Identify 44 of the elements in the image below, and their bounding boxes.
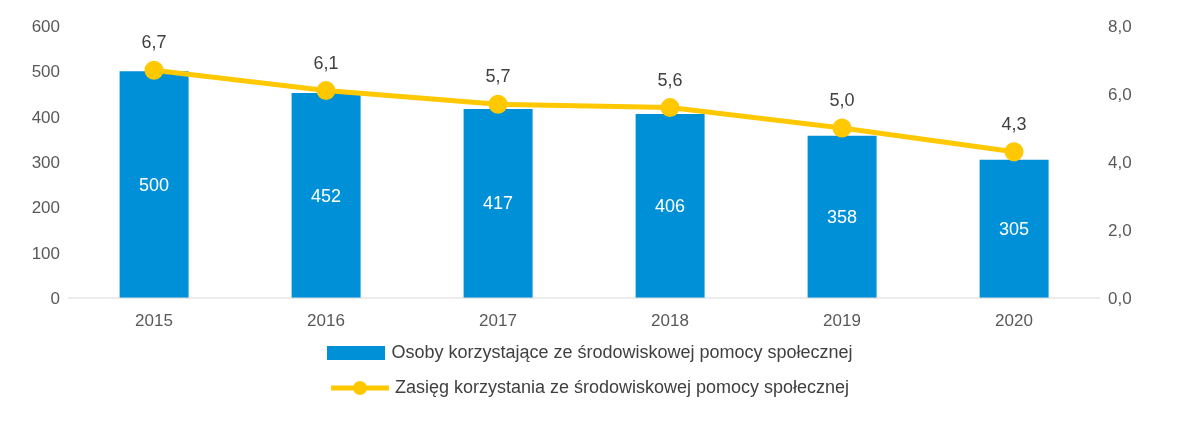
- y-tick-label: 100: [31, 243, 60, 263]
- point: [660, 98, 680, 118]
- legend-label: Osoby korzystające ze środowiskowej pomocy społecznej: [391, 342, 853, 363]
- legend-label: Zasięg korzystania ze środowiskowej pomocy społecznej: [394, 377, 850, 398]
- y-tick-label: 300: [31, 153, 60, 173]
- y-tick-label: 200: [31, 198, 60, 218]
- bar: [119, 71, 189, 298]
- data-label: 5,7: [485, 66, 511, 87]
- data-label: 5,6: [657, 69, 683, 90]
- bar: [635, 113, 705, 298]
- data-label: 500: [139, 174, 170, 195]
- data-label: 358: [827, 206, 858, 227]
- data-label: 452: [311, 185, 342, 206]
- point: [832, 118, 852, 138]
- data-label: 406: [655, 195, 686, 216]
- bar: [463, 108, 533, 298]
- y2-tick-label: 6,0: [1108, 85, 1132, 105]
- point: [1004, 142, 1024, 162]
- x-tick-label: 2017: [479, 311, 517, 331]
- bar: [979, 159, 1049, 298]
- y-tick-label: 0: [50, 289, 60, 309]
- bar: [291, 93, 361, 298]
- point: [316, 81, 336, 101]
- data-label: 305: [999, 218, 1030, 239]
- bar: [807, 135, 877, 298]
- y2-tick-label: 2,0: [1108, 221, 1132, 241]
- y-tick-label: 600: [31, 17, 60, 37]
- x-tick-label: 2020: [995, 311, 1033, 331]
- data-label: 417: [483, 193, 514, 214]
- x-tick-label: 2019: [823, 311, 861, 331]
- data-label: 6,7: [141, 32, 167, 53]
- point: [488, 94, 508, 114]
- y2-tick-label: 0,0: [1108, 289, 1132, 309]
- y-tick-label: 500: [31, 62, 60, 82]
- data-label: 6,1: [313, 52, 339, 73]
- y2-tick-label: 8,0: [1108, 17, 1132, 37]
- y2-tick-label: 4,0: [1108, 153, 1132, 173]
- point: [144, 60, 164, 80]
- x-tick-label: 2016: [307, 311, 345, 331]
- data-label: 4,3: [1001, 113, 1027, 134]
- y-tick-label: 400: [31, 107, 60, 127]
- x-tick-label: 2018: [651, 311, 689, 331]
- x-tick-label: 2015: [135, 311, 173, 331]
- data-label: 5,0: [829, 90, 855, 110]
